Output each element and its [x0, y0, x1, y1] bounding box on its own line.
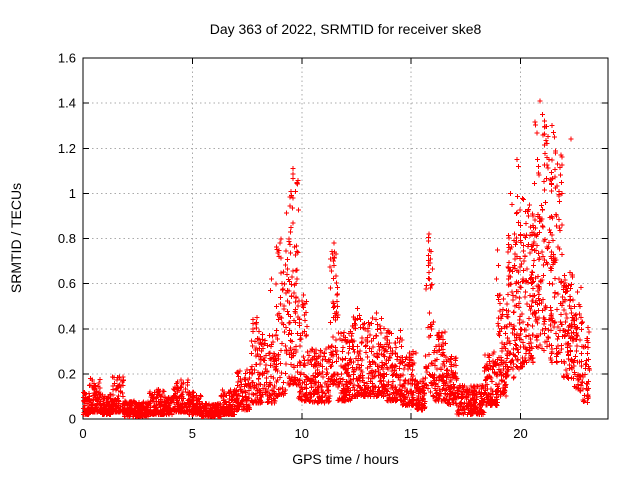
y-tick-label: 1.6 [58, 51, 76, 66]
x-axis-title: GPS time / hours [292, 451, 399, 467]
scatter-points [80, 98, 592, 420]
y-tick-labels: 0 0.2 0.4 0.6 0.8 1 1.2 1.4 1.6 [58, 51, 76, 427]
y-tick-label: 0.6 [58, 276, 76, 291]
y-tick-label: 1.4 [58, 96, 76, 111]
y-tick-label: 0.4 [58, 321, 76, 336]
x-tick-labels: 0 5 10 15 20 [79, 426, 527, 441]
y-tick-label: 1 [69, 186, 76, 201]
x-tick-label: 10 [295, 426, 309, 441]
x-tick-label: 15 [404, 426, 418, 441]
y-tick-label: 0.8 [58, 231, 76, 246]
chart-title: Day 363 of 2022, SRMTID for receiver ske… [209, 21, 482, 37]
x-tick-label: 20 [513, 426, 527, 441]
x-tick-label: 5 [189, 426, 196, 441]
y-tick-label: 0 [69, 412, 76, 427]
x-tick-label: 0 [79, 426, 86, 441]
y-tick-label: 0.2 [58, 366, 76, 381]
y-tick-label: 1.2 [58, 141, 76, 156]
